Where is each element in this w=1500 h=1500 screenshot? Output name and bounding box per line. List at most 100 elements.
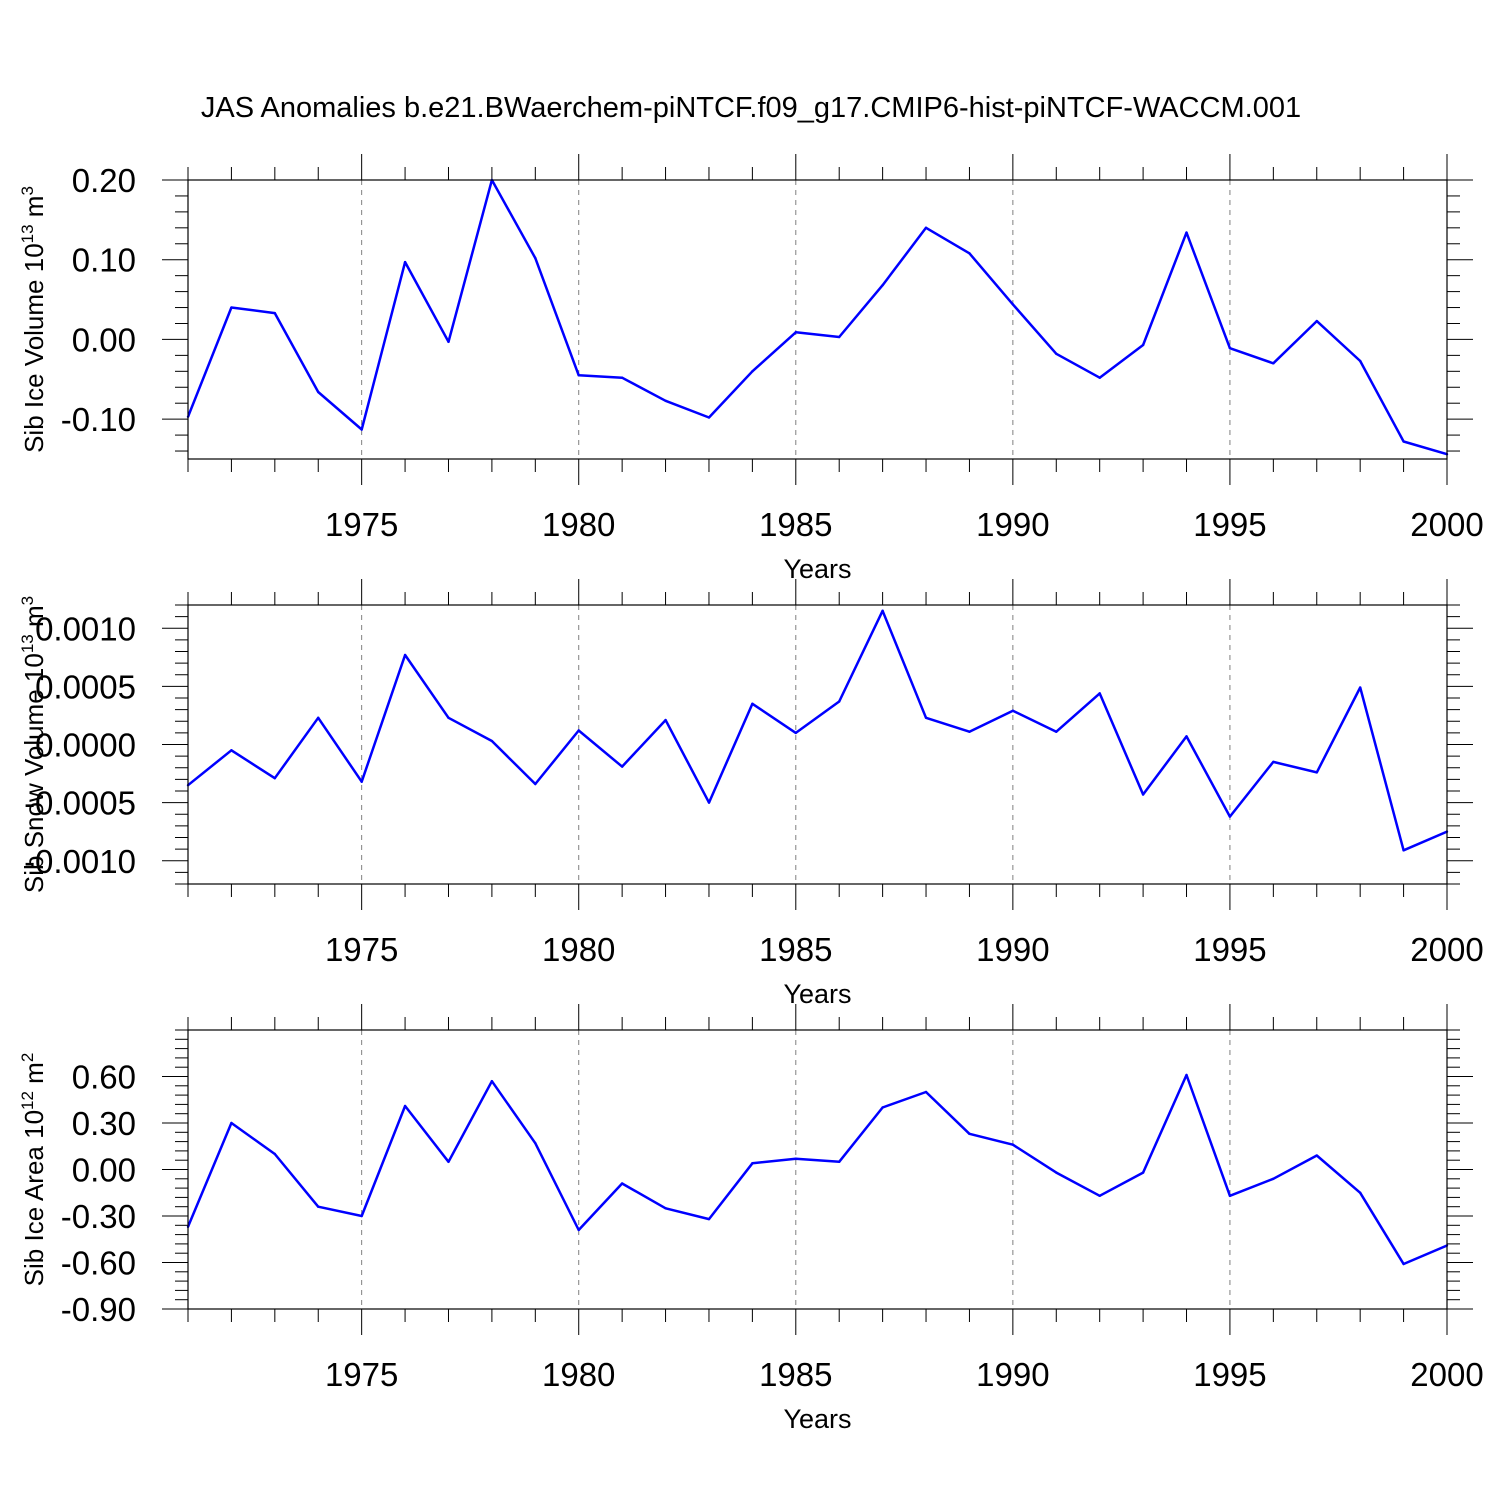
x-tick-label: 1990 bbox=[976, 1356, 1049, 1393]
x-axis-label: Years bbox=[783, 979, 851, 1009]
data-point bbox=[707, 1217, 711, 1221]
data-point bbox=[924, 1090, 928, 1094]
data-point bbox=[317, 390, 320, 394]
x-tick-label: 1990 bbox=[976, 506, 1049, 543]
data-point bbox=[1141, 1171, 1145, 1174]
panel-3: -0.90 -0.60 -0.30 0.00 0.30 0.60 1975 1980 1985 1… bbox=[18, 1004, 1484, 1434]
data-point bbox=[794, 731, 797, 735]
x-tick-label: 2000 bbox=[1410, 506, 1483, 543]
data-point bbox=[620, 376, 624, 379]
data-point bbox=[1402, 440, 1405, 443]
data-point bbox=[273, 777, 277, 780]
data-point bbox=[317, 1205, 320, 1208]
panel-1: -0.10 0.00 0.10 0.20 1975 1980 1985 1990 1995 200… bbox=[18, 154, 1484, 584]
data-point bbox=[968, 730, 971, 733]
data-point bbox=[1402, 849, 1405, 852]
data-point bbox=[230, 306, 233, 309]
data-point bbox=[664, 718, 667, 722]
y-tick-label: 0.00 bbox=[72, 321, 136, 358]
data-point bbox=[1011, 709, 1015, 712]
x-tick-label: 1975 bbox=[325, 1356, 398, 1393]
data-point bbox=[881, 1106, 884, 1109]
data-point bbox=[403, 260, 407, 264]
y-tick-label: 0.00 bbox=[72, 1152, 136, 1189]
data-point bbox=[1228, 815, 1232, 818]
data-point bbox=[707, 416, 711, 419]
data-point bbox=[1272, 362, 1275, 365]
data-point bbox=[1272, 760, 1275, 764]
data-point bbox=[838, 1160, 841, 1163]
data-point bbox=[1055, 1171, 1058, 1174]
figure-title: JAS Anomalies b.e21.BWaerchem-piNTCF.f09… bbox=[201, 92, 1301, 124]
x-tick-label: 1995 bbox=[1193, 931, 1266, 968]
data-point bbox=[1185, 735, 1188, 738]
data-point bbox=[1141, 793, 1145, 796]
series-line bbox=[188, 1073, 1447, 1266]
data-point bbox=[230, 749, 233, 752]
data-point bbox=[838, 335, 841, 339]
x-tick-label: 2000 bbox=[1410, 1356, 1483, 1393]
data-point bbox=[881, 284, 884, 287]
data-point bbox=[360, 780, 363, 783]
plot-frame bbox=[187, 1029, 1448, 1310]
data-point bbox=[664, 1207, 667, 1210]
data-point bbox=[751, 1162, 754, 1165]
data-point bbox=[707, 801, 711, 804]
x-tick-label: 1980 bbox=[542, 506, 615, 543]
data-point bbox=[273, 311, 277, 315]
x-tick-label: 1985 bbox=[759, 506, 832, 543]
data-point bbox=[1228, 1194, 1232, 1198]
data-point bbox=[534, 256, 537, 260]
data-point bbox=[1185, 1073, 1188, 1077]
data-point bbox=[1098, 1194, 1101, 1198]
data-point bbox=[447, 716, 450, 719]
y-tick-label: -0.60 bbox=[61, 1245, 136, 1282]
data-point bbox=[1098, 376, 1101, 379]
x-tick-label: 1980 bbox=[542, 1356, 615, 1393]
data-point bbox=[1098, 692, 1101, 695]
x-tick-label: 1975 bbox=[325, 506, 398, 543]
data-point bbox=[577, 1228, 580, 1232]
y-tick-label: 0.30 bbox=[72, 1105, 136, 1142]
data-point bbox=[1185, 231, 1188, 234]
data-point bbox=[447, 340, 450, 344]
data-point bbox=[664, 399, 667, 403]
data-point bbox=[1315, 319, 1318, 323]
data-point bbox=[577, 729, 580, 732]
x-tick-label: 1995 bbox=[1193, 506, 1266, 543]
data-point bbox=[534, 1141, 537, 1145]
x-axis-label: Years bbox=[783, 554, 851, 584]
x-tick-label: 1985 bbox=[759, 931, 832, 968]
chart-panels: -0.10 0.00 0.10 0.20 1975 1980 1985 1990 1995 200… bbox=[18, 154, 1484, 1434]
y-tick-label: -0.30 bbox=[61, 1198, 136, 1235]
data-point bbox=[1315, 771, 1318, 774]
x-tick-label: 1980 bbox=[542, 931, 615, 968]
panel-2: -0.0010 -0.0005 0.0000 0.0005 0.0010 1975 1980… bbox=[18, 579, 1484, 1009]
y-tick-label: -0.10 bbox=[61, 401, 136, 438]
data-point bbox=[403, 1104, 407, 1108]
y-axis-label: Sib Snow Volume 1013 m3 bbox=[18, 596, 49, 893]
data-point bbox=[447, 1160, 450, 1163]
data-point bbox=[1358, 359, 1362, 363]
plot-frame bbox=[187, 179, 1448, 460]
data-point bbox=[620, 1182, 624, 1185]
data-point bbox=[317, 716, 320, 719]
data-point bbox=[1011, 1143, 1015, 1146]
y-tick-label: -0.0005 bbox=[24, 785, 136, 822]
x-tick-label: 2000 bbox=[1410, 931, 1483, 968]
data-point bbox=[1055, 730, 1058, 733]
y-axis-label: Sib Ice Volume 1013 m3 bbox=[18, 186, 49, 453]
x-tick-label: 1985 bbox=[759, 1356, 832, 1393]
data-point bbox=[968, 1132, 971, 1136]
data-point bbox=[620, 765, 624, 768]
y-tick-label: 0.60 bbox=[72, 1059, 136, 1096]
data-point bbox=[577, 374, 580, 377]
x-tick-label: 1990 bbox=[976, 931, 1049, 968]
x-axis-label: Years bbox=[783, 1404, 851, 1434]
x-tick-label: 1975 bbox=[325, 931, 398, 968]
data-point bbox=[360, 428, 363, 431]
data-point bbox=[1011, 303, 1015, 306]
series-line bbox=[188, 180, 1447, 456]
data-point bbox=[230, 1121, 233, 1125]
data-point bbox=[1315, 1154, 1318, 1157]
